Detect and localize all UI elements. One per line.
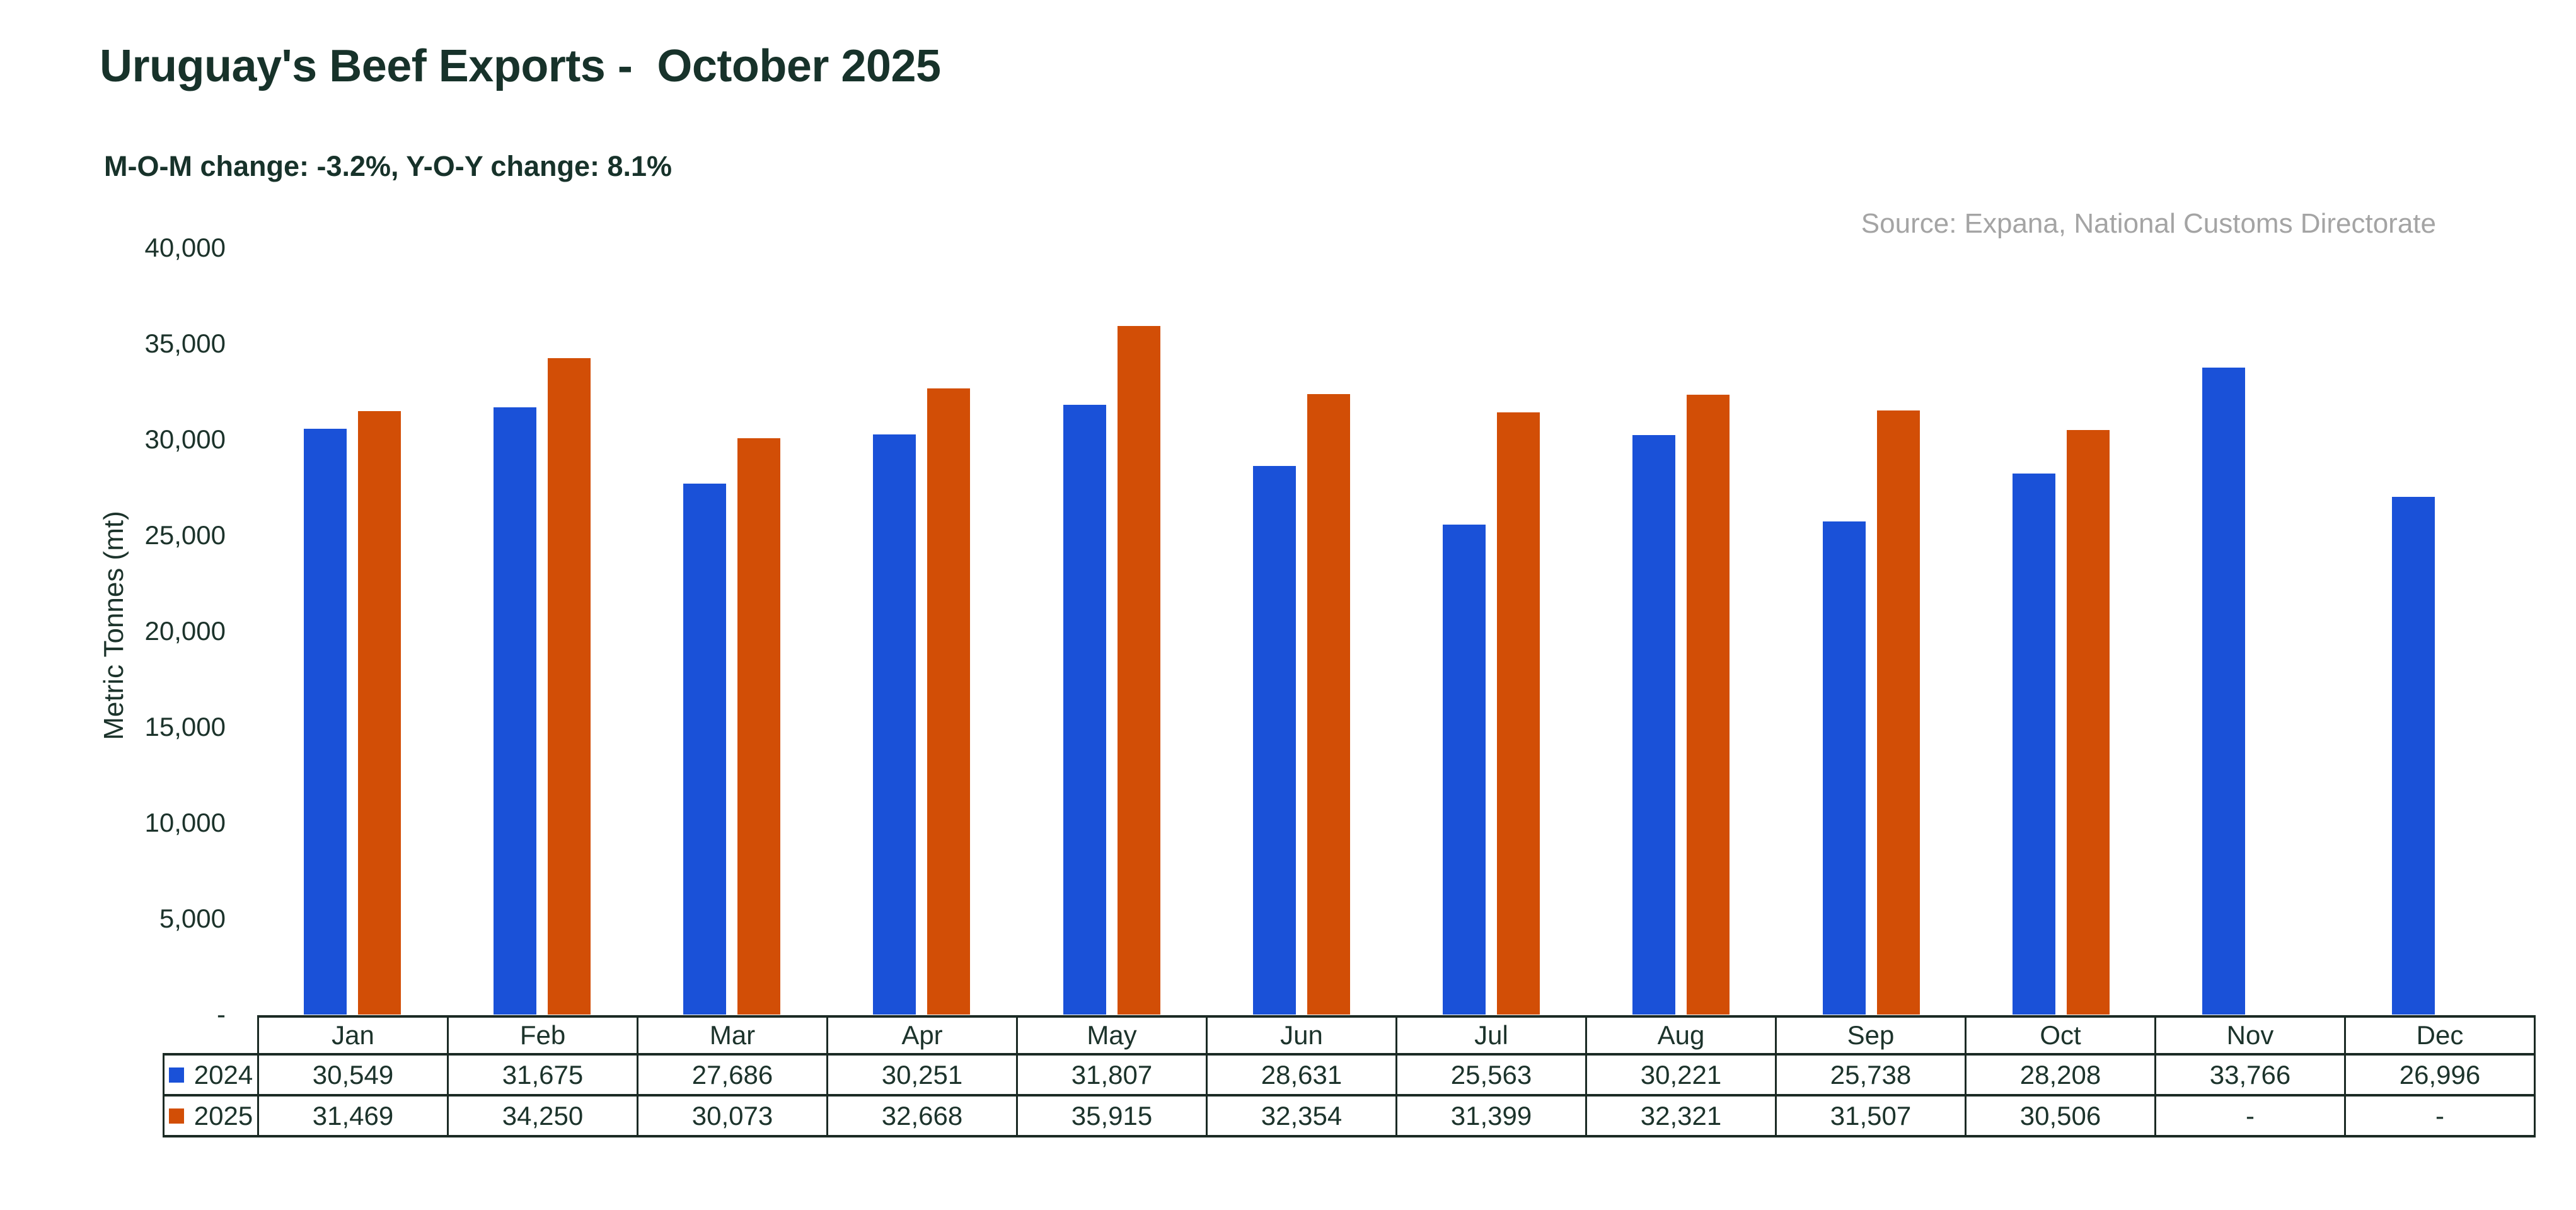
table-cell-2024-nov: 33,766	[2154, 1053, 2346, 1097]
legend-swatch-2025	[168, 1108, 184, 1124]
month-column-oct	[1966, 248, 2156, 1015]
table-header-nov: Nov	[2154, 1015, 2346, 1056]
y-tick-label-35000: 35,000	[144, 329, 226, 358]
table-header-feb: Feb	[447, 1015, 638, 1056]
table-header-aug: Aug	[1585, 1015, 1777, 1056]
month-column-jun	[1206, 248, 1396, 1015]
chart-subtitle: M-O-M change: -3.2%, Y-O-Y change: 8.1%	[104, 150, 673, 182]
table-cell-2024-jul: 25,563	[1395, 1053, 1587, 1097]
table-cell-2024-may: 31,807	[1016, 1053, 1208, 1097]
table-header-oct: Oct	[1965, 1015, 2156, 1056]
table-cell-2024-sep: 25,738	[1775, 1053, 1967, 1097]
bar-2025-jun	[1307, 394, 1350, 1015]
month-column-jul	[1397, 248, 1586, 1015]
month-column-aug	[1586, 248, 1776, 1015]
table-cell-2025-oct: 30,506	[1965, 1094, 2156, 1137]
bar-2025-apr	[927, 388, 971, 1015]
month-column-apr	[827, 248, 1017, 1015]
bar-2024-feb	[493, 407, 536, 1015]
legend-cell-2024: 2024	[163, 1053, 259, 1097]
bar-2025-mar	[737, 438, 781, 1015]
table-header-apr: Apr	[826, 1015, 1018, 1056]
bar-2024-sep	[1822, 521, 1866, 1015]
bar-2025-sep	[1876, 410, 1920, 1015]
table-row-2024: 2024 30,549 31,675 27,686 30,251 31,807 28,631…	[163, 1053, 2536, 1097]
legend-swatch-2024	[168, 1067, 184, 1083]
table-cell-2025-jun: 32,354	[1206, 1094, 1397, 1137]
table-cell-2025-jul: 31,399	[1395, 1094, 1587, 1137]
table-corner-cell	[164, 1016, 258, 1054]
chart-title: Uruguay's Beef Exports - October 2025	[100, 41, 941, 91]
table-cell-2025-aug: 32,321	[1585, 1094, 1777, 1137]
y-tick-label-20000: 20,000	[144, 616, 226, 646]
table-cell-2025-nov: -	[2154, 1094, 2346, 1137]
bar-2024-may	[1063, 405, 1106, 1015]
data-table-body: Jan Feb Mar Apr May Jun Jul Aug Sep Oct Nov Dec 2024…	[163, 1015, 2536, 1137]
month-column-nov	[2156, 248, 2346, 1015]
legend-label-2024: 2024	[193, 1059, 253, 1090]
bar-2024-jun	[1252, 465, 1296, 1015]
table-cell-2024-jun: 28,631	[1206, 1053, 1397, 1097]
bar-2025-may	[1117, 326, 1160, 1015]
table-header-dec: Dec	[2344, 1015, 2536, 1056]
table-cell-2025-may: 35,915	[1016, 1094, 1208, 1137]
y-axis-labels: 40,000 35,000 30,000 25,000 20,000 15,000 10,0…	[0, 233, 226, 1029]
bar-2024-oct	[2012, 474, 2055, 1015]
table-cell-2024-oct: 28,208	[1965, 1053, 2156, 1097]
bar-2024-jul	[1443, 524, 1486, 1015]
y-tick-label-0: -	[217, 999, 226, 1029]
data-table: Jan Feb Mar Apr May Jun Jul Aug Sep Oct Nov Dec 2024…	[163, 1015, 2536, 1137]
bar-2025-feb	[547, 358, 591, 1015]
table-cell-2025-feb: 34,250	[447, 1094, 638, 1137]
y-tick-label-30000: 30,000	[144, 424, 226, 454]
table-cell-2024-dec: 26,996	[2344, 1053, 2536, 1097]
month-column-mar	[637, 248, 827, 1015]
y-tick-label-5000: 5,000	[159, 904, 226, 933]
bar-2024-nov	[2202, 367, 2246, 1015]
table-header-jan: Jan	[257, 1015, 449, 1056]
table-cell-2025-jan: 31,469	[257, 1094, 449, 1137]
legend-label-2025: 2025	[193, 1100, 253, 1131]
table-header-may: May	[1016, 1015, 1208, 1056]
y-tick-label-10000: 10,000	[144, 808, 226, 837]
table-cell-2025-sep: 31,507	[1775, 1094, 1967, 1137]
legend-content-2024: 2024	[166, 1059, 257, 1090]
table-cell-2025-dec: -	[2344, 1094, 2536, 1137]
month-column-may	[1017, 248, 1206, 1015]
y-tick-label-40000: 40,000	[144, 233, 226, 262]
source-note: Source: Expana, National Customs Directo…	[1861, 208, 2436, 239]
y-tick-label-25000: 25,000	[144, 520, 226, 550]
table-header-sep: Sep	[1775, 1015, 1967, 1056]
table-cell-2024-mar: 27,686	[637, 1053, 828, 1097]
table-header-jun: Jun	[1206, 1015, 1397, 1056]
legend-content-2025: 2025	[166, 1100, 257, 1131]
bar-2024-aug	[1632, 435, 1676, 1015]
month-column-jan	[257, 248, 447, 1015]
table-cell-2025-apr: 32,668	[826, 1094, 1018, 1137]
month-column-sep	[1776, 248, 1966, 1015]
table-cell-2024-aug: 30,221	[1585, 1053, 1777, 1097]
y-tick-label-15000: 15,000	[144, 712, 226, 742]
bar-2024-mar	[683, 484, 727, 1015]
bar-2025-aug	[1687, 395, 1730, 1015]
table-row-2025: 2025 31,469 34,250 30,073 32,668 35,915 32,354…	[163, 1094, 2536, 1137]
bar-2025-oct	[2066, 429, 2110, 1015]
plot-area	[257, 248, 2536, 1015]
table-cell-2024-jan: 30,549	[257, 1053, 449, 1097]
month-column-feb	[447, 248, 637, 1015]
table-header-jul: Jul	[1395, 1015, 1587, 1056]
table-cell-2024-feb: 31,675	[447, 1053, 638, 1097]
bar-2024-apr	[873, 434, 916, 1015]
bar-2024-jan	[303, 429, 347, 1015]
legend-cell-2025: 2025	[163, 1094, 259, 1137]
bar-2024-dec	[2392, 497, 2435, 1015]
table-header-mar: Mar	[637, 1015, 828, 1056]
table-header-row: Jan Feb Mar Apr May Jun Jul Aug Sep Oct Nov Dec	[164, 1015, 2536, 1056]
month-column-dec	[2346, 248, 2536, 1015]
table-cell-2024-apr: 30,251	[826, 1053, 1018, 1097]
table-cell-2025-mar: 30,073	[637, 1094, 828, 1137]
bar-2025-jul	[1497, 412, 1540, 1015]
bar-2025-jan	[357, 411, 401, 1015]
